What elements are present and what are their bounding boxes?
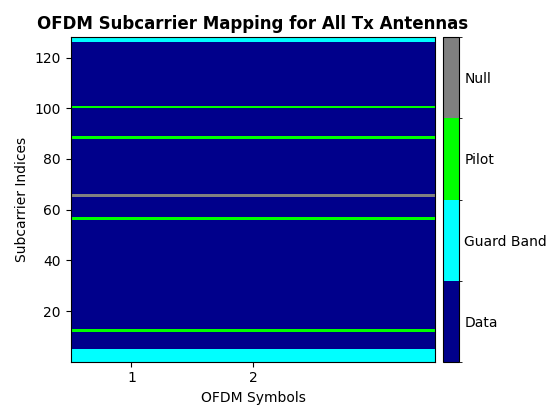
Title: OFDM Subcarrier Mapping for All Tx Antennas: OFDM Subcarrier Mapping for All Tx Anten… [38, 15, 469, 33]
X-axis label: OFDM Symbols: OFDM Symbols [200, 391, 305, 405]
Y-axis label: Subcarrier Indices: Subcarrier Indices [15, 137, 29, 262]
